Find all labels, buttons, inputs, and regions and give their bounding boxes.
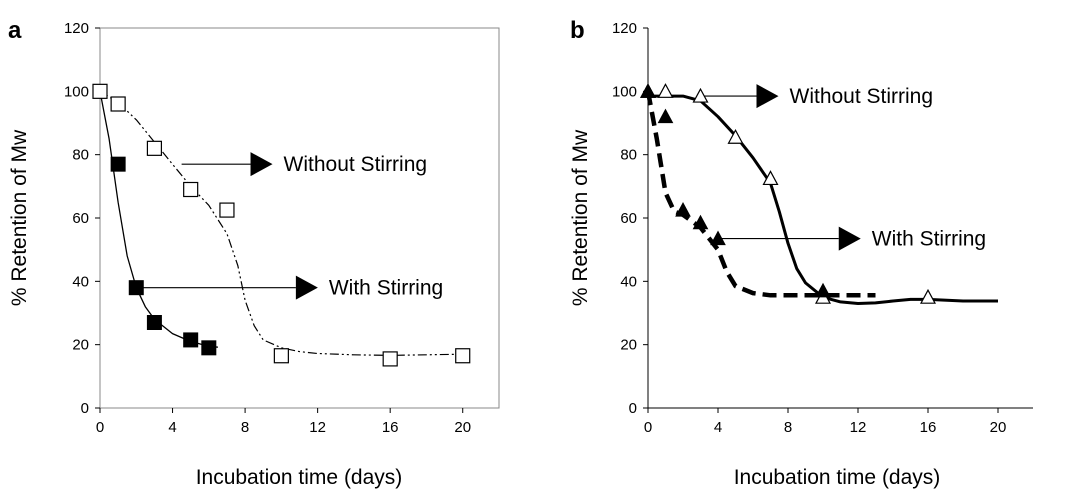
y-tick-label: 120 — [612, 20, 637, 37]
x-tick-label: 8 — [784, 419, 792, 436]
filled-triangle-marker — [675, 202, 691, 217]
x-tick-label: 20 — [454, 419, 471, 436]
y-tick-label: 20 — [620, 337, 637, 354]
panel-a-series-0-line — [99, 90, 463, 356]
panel-b-y-axis-label: % Retention of Mw — [569, 129, 592, 306]
filled-triangle-marker — [692, 214, 709, 230]
filled-triangle-marker — [640, 83, 656, 98]
filled-square-marker — [146, 315, 162, 330]
open-square-marker — [382, 351, 398, 367]
annotation-arrowhead — [838, 226, 861, 251]
open-square-marker — [110, 96, 126, 112]
annotation-arrowhead — [250, 152, 273, 177]
x-tick-label: 16 — [382, 419, 399, 436]
annotation-arrowhead — [295, 275, 318, 300]
y-tick-label: 40 — [72, 273, 89, 290]
panel-b-label: b — [570, 17, 585, 44]
x-tick-label: 4 — [714, 419, 722, 436]
panel-b: b % Retention of Mw Incubation time (day… — [569, 17, 1033, 489]
filled-triangle-marker — [815, 282, 831, 298]
panel-a-label: a — [8, 17, 22, 44]
panel-a: a % Retention of Mw Incubation time (day… — [8, 17, 500, 489]
open-square-marker — [183, 181, 199, 198]
annotation-label: Without Stirring — [284, 153, 428, 176]
x-tick-label: 12 — [309, 419, 326, 436]
panel-a-y-axis-label: % Retention of Mw — [8, 129, 31, 306]
x-tick-label: 12 — [850, 419, 867, 436]
y-tick-label: 60 — [72, 210, 89, 227]
open-square-marker — [219, 202, 235, 218]
y-tick-label: 0 — [81, 400, 89, 417]
filled-square-marker — [183, 332, 199, 348]
x-tick-label: 4 — [168, 419, 176, 436]
y-tick-label: 60 — [620, 210, 637, 227]
filled-square-marker — [110, 156, 126, 172]
open-square-marker — [455, 348, 471, 364]
y-tick-label: 80 — [72, 147, 89, 164]
y-tick-label: 100 — [64, 83, 89, 100]
open-square-marker — [92, 83, 108, 99]
x-tick-label: 0 — [96, 419, 104, 436]
open-square-marker — [273, 348, 289, 364]
y-tick-label: 40 — [620, 273, 637, 290]
panel-a-series-1-line — [99, 91, 218, 348]
open-triangle-marker — [727, 128, 744, 144]
panel-b-series-0-line — [648, 94, 998, 305]
y-tick-label: 120 — [64, 20, 89, 37]
panel-b-series-1-line — [645, 90, 876, 298]
x-tick-label: 0 — [644, 419, 652, 436]
annotation-label: Without Stirring — [790, 85, 934, 108]
y-tick-label: 100 — [612, 83, 637, 100]
x-tick-label: 20 — [990, 419, 1007, 436]
annotation-arrowhead — [756, 84, 779, 109]
annotation-label: With Stirring — [872, 228, 986, 251]
x-tick-label: 16 — [920, 419, 937, 436]
panel-a-x-axis-label: Incubation time (days) — [196, 466, 403, 489]
open-triangle-marker — [762, 170, 779, 186]
x-tick-label: 8 — [241, 419, 249, 436]
open-triangle-marker — [657, 83, 674, 98]
annotation-label: With Stirring — [329, 277, 443, 300]
filled-triangle-marker — [657, 108, 674, 124]
y-tick-label: 80 — [620, 147, 637, 164]
panel-b-x-axis-label: Incubation time (days) — [734, 466, 941, 489]
filled-square-marker — [201, 340, 217, 356]
y-tick-label: 20 — [72, 337, 89, 354]
y-tick-label: 0 — [629, 400, 637, 417]
open-square-marker — [146, 140, 163, 156]
open-triangle-marker — [919, 288, 937, 304]
